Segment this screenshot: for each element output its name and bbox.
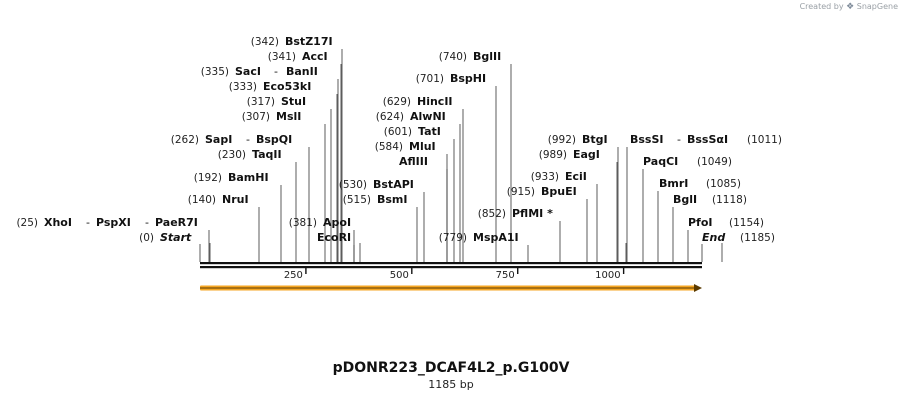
enzyme-name: EcoRI (317, 231, 351, 244)
enzyme-name: BtgI (582, 133, 608, 146)
enzyme-name: BglII (473, 50, 501, 63)
site-position: (701) (416, 73, 444, 85)
enzyme-name-extra: BanII (286, 65, 318, 78)
enzyme-name: PfoI (688, 216, 713, 229)
enzyme-name: BamHI (228, 171, 269, 184)
name-separator: - (274, 65, 278, 78)
enzyme-name: SapI (205, 133, 232, 146)
site-position: (230) (218, 149, 246, 161)
site-position: (0) (139, 232, 154, 244)
credit-prefix: Created by (799, 2, 844, 11)
enzyme-name-extra: BssSαI (687, 133, 728, 146)
ruler-label: 500 (390, 270, 409, 281)
enzyme-name: HincII (417, 95, 453, 108)
site-position: (601) (384, 126, 412, 138)
site-position: (584) (375, 141, 403, 153)
site-position: (1011) (747, 134, 782, 146)
enzyme-name: Start (160, 231, 192, 244)
site-position: (530) (339, 179, 367, 191)
enzyme-name: BpuEI (541, 185, 577, 198)
enzyme-name-extra: PspXI (96, 216, 131, 229)
enzyme-name: BspHI (450, 72, 486, 85)
site-position: (740) (439, 51, 467, 63)
enzyme-name: TaqII (252, 148, 282, 161)
enzyme-name: End (702, 231, 725, 244)
enzyme-name: BssSI (630, 133, 664, 146)
site-position: (933) (531, 171, 559, 183)
name-separator: - (86, 216, 90, 229)
plasmid-name: pDONR223_DCAF4L2_p.G100V (332, 360, 570, 376)
enzyme-name: BstAPI (373, 178, 414, 191)
site-position: (333) (229, 81, 257, 93)
site-position: (1185) (740, 232, 775, 244)
enzyme-name: TatI (418, 125, 441, 138)
enzyme-name: BmrI (659, 177, 688, 190)
enzyme-name-extra: PaeR7I (155, 216, 198, 229)
site-position: (1154) (729, 217, 764, 229)
enzyme-name: AlwNI (410, 110, 446, 123)
ruler-label: 1000 (595, 270, 620, 281)
site-position: (989) (539, 149, 567, 161)
snapgene-credit: Created by ❖ SnapGene (800, 2, 898, 12)
site-position: (779) (439, 232, 467, 244)
site-position: (140) (188, 194, 216, 206)
site-position: (262) (171, 134, 199, 146)
name-separator: - (677, 133, 681, 146)
enzyme-name: EciI (565, 170, 587, 183)
enzyme-name: PaqCI (643, 155, 678, 168)
site-position: (341) (268, 51, 296, 63)
site-position: (335) (201, 66, 229, 78)
site-position: (852) (478, 208, 506, 220)
site-position: (1118) (712, 194, 747, 206)
ruler-label: 750 (496, 270, 515, 281)
enzyme-name: BsmI (377, 193, 408, 206)
enzyme-name: NruI (222, 193, 249, 206)
site-position: (25) (16, 217, 38, 229)
site-position: (317) (247, 96, 275, 108)
name-separator: - (246, 133, 250, 146)
enzyme-name: EagI (573, 148, 600, 161)
enzyme-name: Eco53kI (263, 80, 311, 93)
site-position: (629) (383, 96, 411, 108)
enzyme-name: AccI (302, 50, 328, 63)
enzyme-name: StuI (281, 95, 306, 108)
enzyme-name: XhoI (44, 216, 72, 229)
site-position: (624) (376, 111, 404, 123)
enzyme-name: SacI (235, 65, 261, 78)
enzyme-name: PflMI * (512, 207, 553, 220)
snapgene-logo-icon: ❖ (846, 2, 855, 12)
site-position: (992) (548, 134, 576, 146)
name-separator: - (145, 216, 149, 229)
site-position: (307) (242, 111, 270, 123)
sequence-line-top (200, 262, 702, 265)
enzyme-name: ApoI (323, 216, 351, 229)
enzyme-name: AflIII (399, 155, 428, 168)
site-position: (381) (289, 217, 317, 229)
feature-arrow-head (694, 284, 702, 292)
plasmid-size: 1185 bp (428, 378, 474, 391)
enzyme-name-extra: BspQI (256, 133, 292, 146)
site-position: (915) (507, 186, 535, 198)
site-position: (342) (251, 36, 279, 48)
enzyme-name: BglI (673, 193, 697, 206)
site-position: (1085) (706, 178, 741, 190)
enzyme-name: BstZ17I (285, 35, 333, 48)
enzyme-name: MslI (276, 110, 301, 123)
credit-brand: SnapGene (856, 2, 898, 11)
site-position: (1049) (697, 156, 732, 168)
sequence-line-bottom (200, 266, 702, 269)
enzyme-name: MluI (409, 140, 436, 153)
site-position: (192) (194, 172, 222, 184)
enzyme-name: MspA1I (473, 231, 519, 244)
site-position: (515) (343, 194, 371, 206)
ruler-label: 250 (284, 270, 303, 281)
